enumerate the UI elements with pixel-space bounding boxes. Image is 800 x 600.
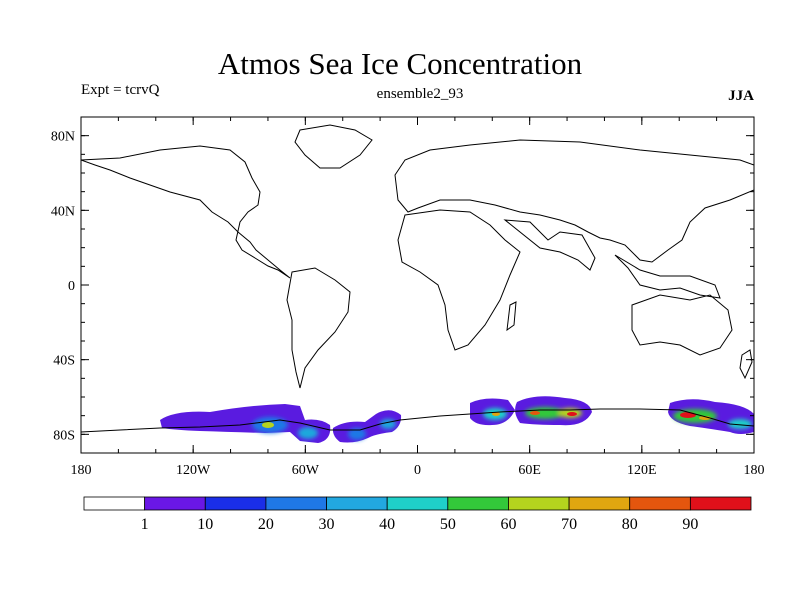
- coastlines: [81, 124, 754, 433]
- antarctica-coast: [81, 408, 754, 433]
- colorbar-swatch: [144, 496, 206, 511]
- lon-tick-label: 180: [744, 463, 765, 478]
- colorbar-label: 1: [141, 516, 149, 533]
- europe-asia-coast: [394, 139, 754, 263]
- africa-coast: [397, 209, 521, 351]
- season-label: JJA: [728, 88, 754, 104]
- ice-base-layer: [160, 396, 754, 443]
- colorbar-label: 30: [319, 516, 335, 533]
- colorbar-label: 50: [440, 516, 456, 533]
- lon-tick-label: 180: [71, 463, 92, 478]
- arabia-india-coast: [503, 219, 596, 271]
- lat-tick-label: 40S: [53, 354, 75, 369]
- colorbar-label: 80: [622, 516, 638, 533]
- colorbar-label: 20: [258, 516, 274, 533]
- colorbar-label: 70: [561, 516, 577, 533]
- colorbar-swatch: [204, 496, 267, 511]
- lon-tick-label: 60W: [292, 463, 320, 478]
- lat-tick-label: 40N: [51, 204, 75, 219]
- colorbar-label: 40: [379, 516, 395, 533]
- lon-tick-label: 120E: [627, 463, 657, 478]
- colorbar-label: 10: [197, 516, 213, 533]
- north-america-coast: [81, 145, 291, 279]
- lon-tick-label: 0: [414, 463, 421, 478]
- ensemble-label: ensemble2_93: [376, 86, 464, 102]
- colorbar-swatch: [447, 496, 509, 511]
- map-frame: [80, 116, 755, 454]
- southeast-asia-coast: [614, 254, 721, 299]
- colorbar-swatch: [265, 496, 327, 511]
- map-title: Atmos Sea Ice Concentration: [217, 46, 583, 81]
- colorbar-swatch: [326, 496, 388, 511]
- lon-tick-label: 120W: [176, 463, 211, 478]
- colorbar-swatch: [689, 496, 752, 511]
- colorbar-swatch: [629, 496, 691, 511]
- greenland-coast: [294, 124, 373, 169]
- colorbar-swatch: [568, 496, 631, 511]
- latitude-axis: 80N 40N 0 40S 80S: [51, 116, 754, 454]
- colorbar: 1 10 20 30 40 50 60 70 80 90: [83, 496, 752, 533]
- madagascar-coast: [506, 301, 517, 332]
- sea-ice-field: [160, 396, 754, 443]
- colorbar-label: 60: [500, 516, 516, 533]
- colorbar-swatch: [83, 496, 146, 511]
- lat-tick-label: 0: [68, 279, 75, 294]
- colorbar-label: 90: [682, 516, 698, 533]
- south-america-coast: [286, 267, 351, 389]
- lat-tick-label: 80S: [53, 428, 75, 443]
- colorbar-swatch: [508, 496, 570, 511]
- longitude-axis: 180 120W 60W 0 60E 120E 180: [71, 117, 765, 478]
- new-zealand-coast: [739, 349, 753, 380]
- australia-coast: [631, 294, 733, 356]
- experiment-label: Expt = tcrvQ: [81, 82, 160, 98]
- colorbar-swatch: [386, 496, 449, 511]
- lon-tick-label: 60E: [518, 463, 541, 478]
- lat-tick-label: 80N: [51, 130, 75, 145]
